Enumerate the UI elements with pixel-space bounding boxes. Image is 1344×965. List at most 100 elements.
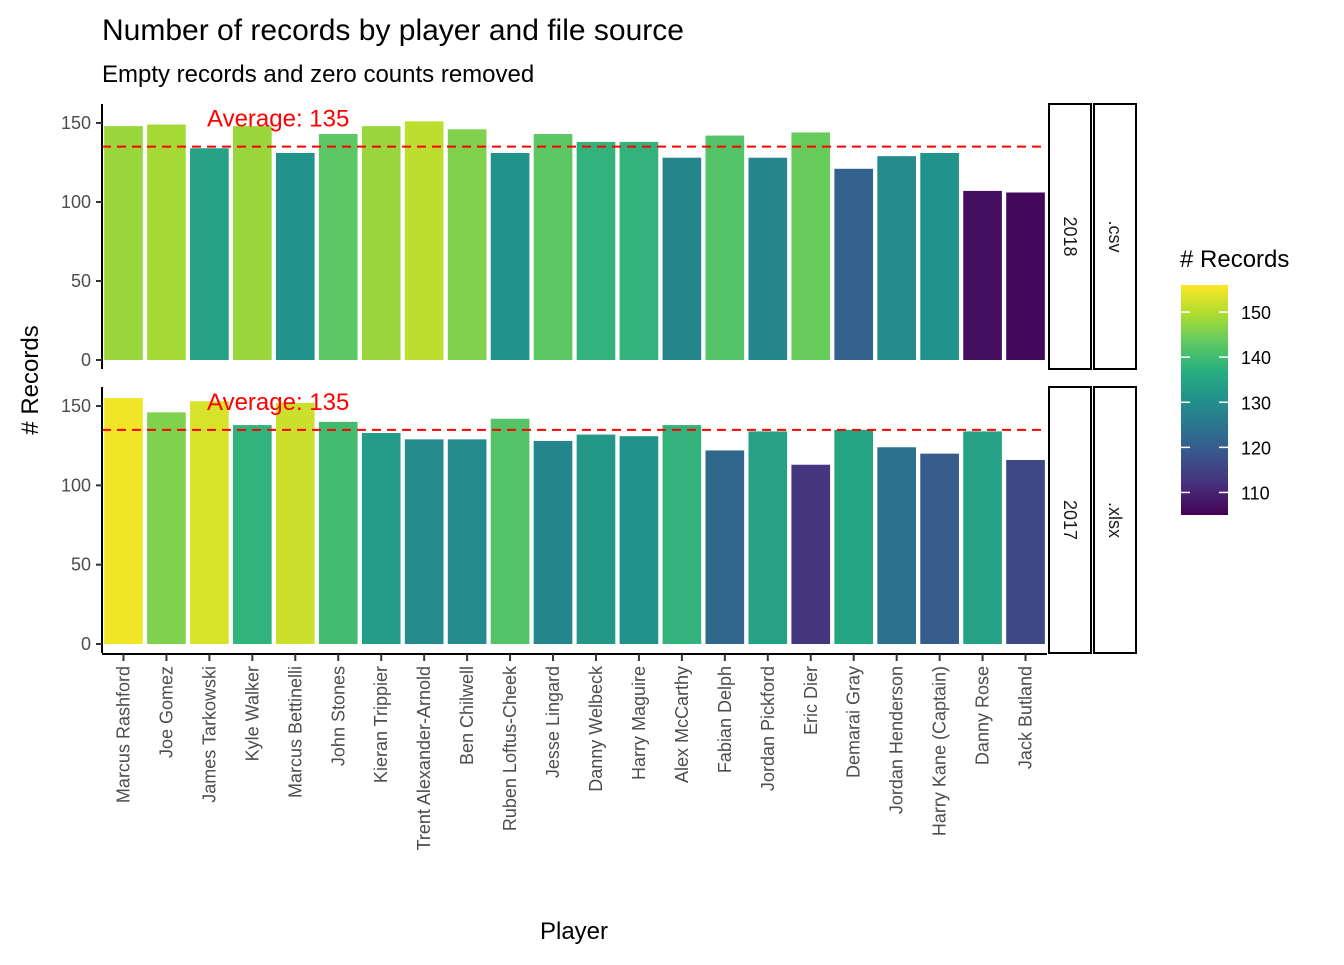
bar — [834, 429, 874, 644]
bar — [104, 398, 143, 644]
legend-tick-label: 130 — [1241, 393, 1271, 413]
bar — [533, 440, 573, 644]
bar — [877, 156, 916, 360]
bar — [404, 121, 444, 360]
x-tick-label: Ben Chilwell — [457, 666, 477, 765]
bar — [233, 126, 272, 361]
x-tick-label: Danny Rose — [973, 666, 993, 765]
x-tick-label: Eric Dier — [801, 666, 821, 735]
legend-tick-label: 120 — [1241, 438, 1271, 458]
average-label: Average: 135 — [207, 106, 349, 133]
bar — [963, 190, 1002, 360]
bar — [275, 152, 315, 360]
bar — [920, 453, 959, 644]
bar — [447, 439, 487, 644]
legend-title: # Records — [1180, 246, 1289, 273]
panel-2018: Average: 135 0 50 100 150 2018 .csv — [61, 103, 1137, 370]
panel-2017: Average: 135 0 50 100 150 2017 .xlsx — [61, 386, 1137, 654]
x-tick-label: Joe Gomez — [156, 666, 176, 758]
x-tick-label: Kyle Walker — [242, 666, 262, 761]
bar — [705, 450, 745, 644]
bar — [576, 141, 616, 360]
bar — [662, 157, 702, 360]
x-tick-label: Jordan Pickford — [758, 666, 778, 791]
x-axis-title: Player — [540, 918, 608, 945]
y-tick-label: 100 — [61, 192, 91, 212]
chart-title: Number of records by player and file sou… — [102, 14, 684, 47]
x-axis: Marcus Rashford Joe Gomez James Tarkowski K… — [102, 653, 1047, 850]
x-tick-label: Harry Maguire — [629, 666, 649, 780]
legend-ticks: 110 120 130 140 150 — [1181, 303, 1271, 503]
x-tick-label: Trent Alexander-Arnold — [414, 666, 434, 850]
bar — [190, 148, 229, 360]
y-tick-label: 0 — [81, 350, 91, 370]
bar — [834, 168, 874, 360]
bar — [748, 157, 788, 360]
average-label: Average: 135 — [207, 389, 349, 416]
y-tick-label: 50 — [71, 271, 91, 291]
bar — [920, 152, 959, 360]
bar — [447, 129, 487, 360]
bar — [361, 433, 401, 644]
x-tick-label: Harry Kane (Captain) — [930, 666, 950, 836]
strip-extension — [1093, 103, 1137, 370]
bar — [490, 152, 530, 360]
bar — [576, 434, 616, 644]
chart-subtitle: Empty records and zero counts removed — [102, 61, 534, 88]
strip-year — [1048, 386, 1092, 654]
bar — [877, 447, 916, 644]
bar — [791, 464, 831, 644]
strip-year-label: 2018 — [1060, 216, 1080, 256]
x-tick-label: James Tarkowski — [199, 666, 219, 803]
y-tick-label: 150 — [61, 396, 91, 416]
strip-year-label: 2017 — [1060, 500, 1080, 540]
bar — [748, 431, 788, 644]
x-tick-label: Kieran Trippier — [371, 666, 391, 783]
x-tick-label: Jesse Lingard — [543, 666, 563, 778]
strip-extension — [1093, 386, 1137, 654]
x-tick-label: Alex McCarthy — [672, 666, 692, 783]
bar — [619, 436, 659, 644]
bar — [533, 134, 573, 360]
y-tick-label: 150 — [61, 113, 91, 133]
bar — [104, 126, 143, 361]
bar — [233, 425, 272, 644]
bar — [1006, 459, 1045, 644]
bar — [662, 425, 702, 644]
x-tick-label: Marcus Rashford — [113, 666, 133, 803]
strip-extension-label: .xlsx — [1105, 502, 1125, 538]
x-tick-label: Ruben Loftus-Cheek — [500, 665, 520, 831]
bar — [275, 402, 315, 644]
legend-tick-label: 140 — [1241, 348, 1271, 368]
x-tick-label: John Stones — [328, 666, 348, 766]
x-tick-label: Danny Welbeck — [586, 665, 606, 792]
bar — [963, 431, 1002, 644]
bar — [147, 124, 186, 360]
bar — [318, 134, 358, 360]
bar — [190, 401, 229, 644]
bar — [490, 418, 530, 644]
bar — [361, 126, 401, 361]
y-tick-label: 50 — [71, 555, 91, 575]
x-tick-label: Jack Butland — [1016, 666, 1036, 769]
y-axis-title: # Records — [17, 325, 44, 434]
strip-year — [1048, 103, 1092, 370]
y-tick-label: 0 — [81, 634, 91, 654]
legend-colorbar — [1181, 285, 1228, 515]
bar — [705, 135, 745, 360]
x-tick-label: Fabian Delph — [715, 666, 735, 773]
strip-extension-label: .csv — [1105, 220, 1125, 252]
bar — [318, 421, 358, 644]
x-tick-label: Demarai Gray — [844, 666, 864, 778]
legend-tick-label: 150 — [1241, 303, 1271, 323]
bar — [147, 412, 186, 644]
x-tick-label: Jordan Henderson — [887, 666, 907, 814]
bar — [404, 439, 444, 644]
bar — [791, 132, 831, 360]
legend-tick-label: 110 — [1241, 483, 1270, 503]
y-tick-label: 100 — [61, 475, 91, 495]
bar — [619, 141, 659, 360]
x-tick-label: Marcus Bettinelli — [285, 666, 305, 798]
